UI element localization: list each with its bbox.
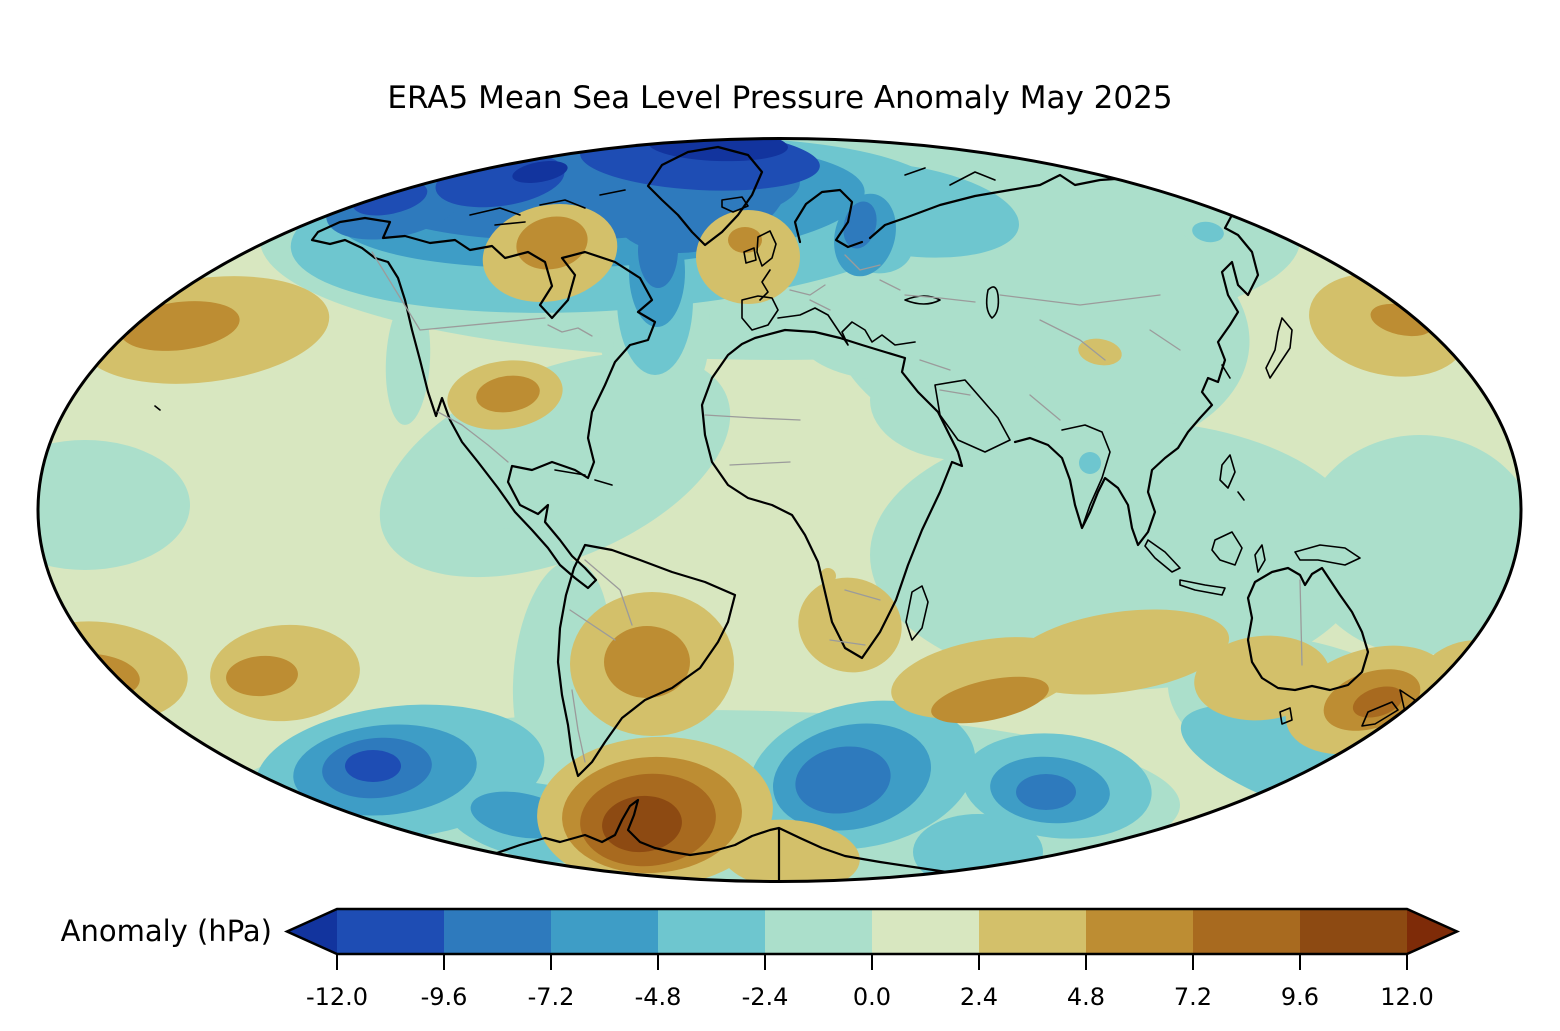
colorbar-tick-label: -9.6 xyxy=(421,983,468,1011)
colorbar-tick-label: 12.0 xyxy=(1380,983,1433,1011)
colorbar-tick-label: -12.0 xyxy=(306,983,368,1011)
colorbar: Anomaly (hPa) xyxy=(61,907,1461,1011)
colorbar-tick-label: 0.0 xyxy=(853,983,891,1011)
colorbar-tick-label: -7.2 xyxy=(528,983,575,1011)
colorbar-tick-label: -4.8 xyxy=(635,983,682,1011)
map-outline xyxy=(36,137,1523,883)
colorbar-segments xyxy=(337,909,1407,954)
anomaly-band-below-neg12 xyxy=(512,138,788,183)
colorbar-label: Anomaly (hPa) xyxy=(61,914,272,948)
colorbar-tick-label: 4.8 xyxy=(1067,983,1105,1011)
colorbar-ticks xyxy=(336,954,1408,970)
colorbar-tick-label: 9.6 xyxy=(1281,983,1319,1011)
world-map xyxy=(38,138,1521,882)
colorbar-tick-label: 7.2 xyxy=(1174,983,1212,1011)
colorbar-tick-labels: -12.0 -9.6 -7.2 -4.8 -2.4 0.0 2.4 4.8 7.… xyxy=(306,983,1434,1011)
colorbar-tick-label: 2.4 xyxy=(960,983,998,1011)
colorbar-arrow-high xyxy=(1407,909,1457,954)
colorbar-tick-label: -2.4 xyxy=(742,983,789,1011)
anomaly-band-pos10 xyxy=(602,795,682,853)
country-borders xyxy=(371,251,1303,763)
coastlines xyxy=(154,145,1416,882)
page-title: ERA5 Mean Sea Level Pressure Anomaly May… xyxy=(387,80,1172,116)
colorbar-arrow-low xyxy=(287,909,337,954)
